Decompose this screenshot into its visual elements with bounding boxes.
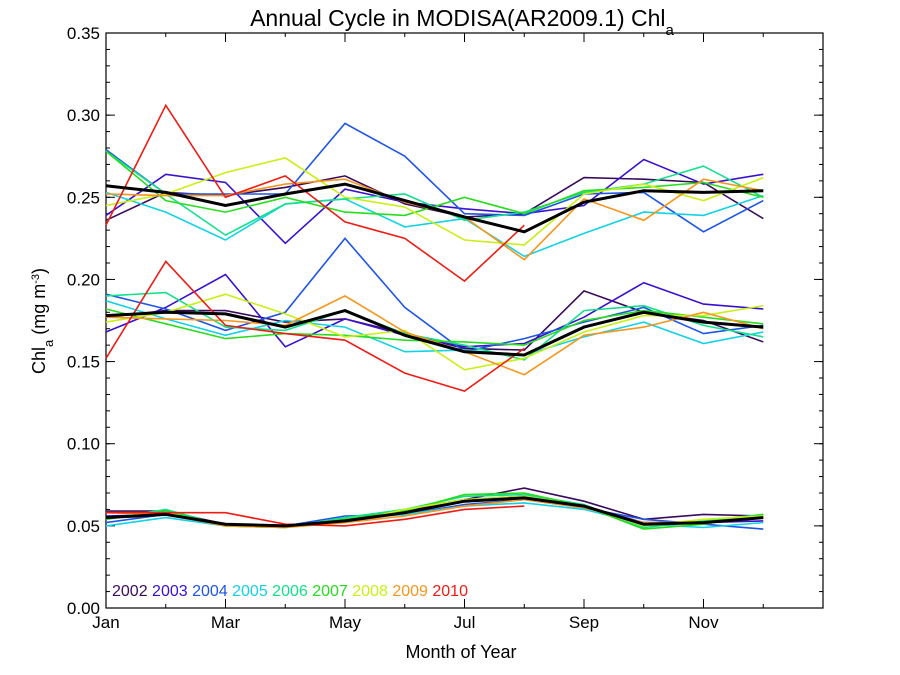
series-line-mean — [105, 496, 764, 528]
series-line-2008 — [105, 157, 764, 246]
y-tick-label: 0.20 — [67, 270, 100, 289]
series-line-2009 — [105, 294, 764, 376]
series-line-2005 — [105, 300, 764, 356]
y-axis-label: Chla (mg m-3) — [29, 268, 56, 374]
y-axis-label-subscript: a — [41, 339, 56, 347]
y-axis-label-close: ) — [29, 268, 49, 274]
y-tick-label: 0.35 — [67, 24, 100, 43]
y-axis-label-unit: (mg m — [29, 284, 49, 340]
y-tick-label: 0.10 — [67, 435, 100, 454]
chart-title-main: Annual Cycle in MODISA(AR2009.1) Chl — [250, 5, 665, 31]
x-tick-label: May — [329, 613, 362, 632]
x-tick-label: Mar — [211, 613, 241, 632]
legend-item-2004: 2004 — [188, 583, 228, 600]
svg-text:Chla (mg m-3): Chla (mg m-3) — [29, 268, 56, 374]
x-axis-label: Month of Year — [405, 642, 516, 662]
legend-item-2003: 2003 — [148, 583, 188, 600]
legend-item-2005: 2005 — [228, 583, 268, 600]
y-axis-label-superscript: -3 — [30, 274, 42, 284]
series-line-2004 — [105, 237, 764, 353]
legend-item-2002: 2002 — [112, 583, 148, 600]
series-line-2010 — [105, 260, 525, 392]
legend-item-2008: 2008 — [348, 583, 388, 600]
y-tick-label: 0.15 — [67, 353, 100, 372]
legend-item-2007: 2007 — [308, 583, 348, 600]
x-tick-label: Sep — [569, 613, 599, 632]
legend-item-2009: 2009 — [388, 583, 428, 600]
x-tick-label: Jul — [454, 613, 476, 632]
y-axis-label-main: Chl — [29, 347, 49, 374]
y-tick-label: 0.00 — [67, 599, 100, 618]
y-tick-label: 0.30 — [67, 106, 100, 125]
x-tick-label: Jan — [92, 613, 119, 632]
chart-title: Annual Cycle in MODISA(AR2009.1) Chla — [250, 5, 674, 39]
series-line-2004 — [105, 122, 764, 233]
legend-text: 2002 2003 2004 2005 2006 2007 2008 2009 … — [112, 583, 468, 600]
series-line-2006 — [105, 291, 764, 361]
series-line-2010 — [106, 505, 525, 527]
series-line-2010 — [105, 103, 525, 283]
y-tick-label: 0.05 — [67, 517, 100, 536]
plot-area: 0.00 0.05 0.10 0.15 0.20 0.25 0.30 0.35 Jan Mar Ma… — [67, 24, 824, 632]
y-tick-label: 0.25 — [67, 188, 100, 207]
chart-title-subscript: a — [666, 22, 675, 39]
series-line-mean — [105, 182, 764, 234]
legend: 2002 2003 2004 2005 2006 2007 2008 2009 … — [112, 583, 468, 600]
x-tick-label: Nov — [688, 613, 719, 632]
series-line-2008 — [105, 293, 764, 371]
legend-item-2006: 2006 — [268, 583, 308, 600]
series-line-mean — [105, 309, 764, 357]
legend-item-2010: 2010 — [428, 583, 468, 600]
